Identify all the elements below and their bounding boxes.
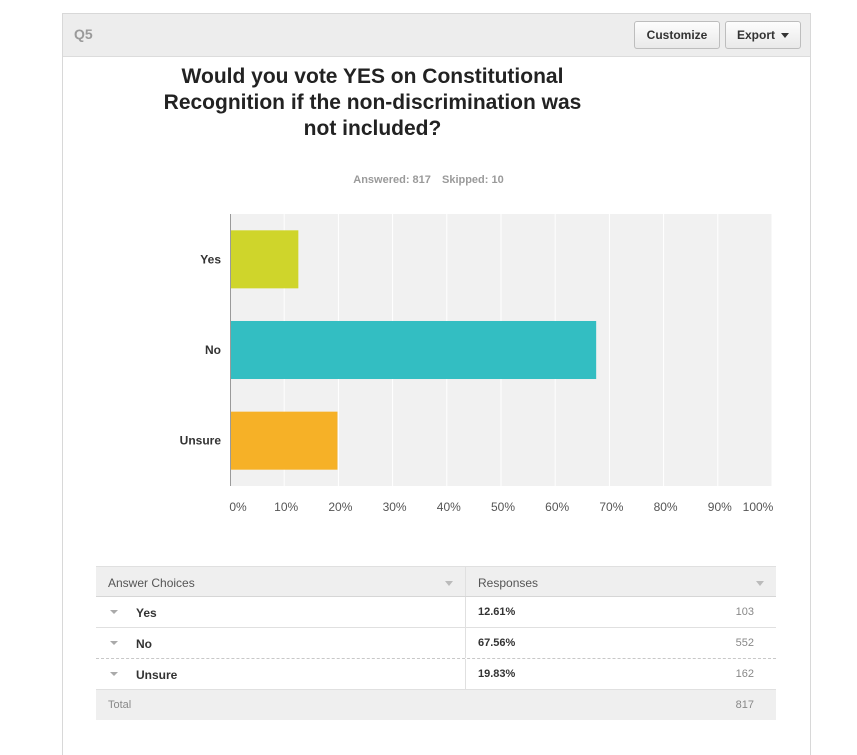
response-cell: 67.56% 552 (466, 628, 776, 658)
responses-header[interactable]: Responses (466, 567, 776, 596)
response-cell: 19.83% 162 (466, 659, 776, 689)
choice-label: Unsure (136, 668, 178, 682)
bar (231, 320, 597, 380)
expand-caret-icon[interactable] (110, 610, 118, 614)
export-button[interactable]: Export (725, 21, 801, 49)
customize-label: Customize (646, 28, 708, 42)
question-title-line: Recognition if the non-discrimination wa… (163, 91, 582, 114)
response-stats: Answered: 817 Skipped: 10 (0, 174, 857, 186)
question-title-line: not included? (303, 117, 442, 140)
choice-cell: Yes (96, 597, 466, 627)
response-percent: 12.61% (478, 606, 516, 618)
x-tick-label: 50% (491, 500, 515, 514)
skipped-count: Skipped: 10 (441, 174, 504, 186)
table-row: No 67.56% 552 (96, 628, 776, 659)
response-percent: 67.56% (478, 637, 516, 649)
expand-caret-icon[interactable] (110, 641, 118, 645)
response-count: 103 (735, 606, 754, 618)
export-label: Export (736, 28, 775, 42)
response-cell: 12.61% 103 (466, 597, 776, 627)
table-header-row: Answer Choices Responses (96, 566, 776, 597)
sort-caret-icon[interactable] (756, 581, 764, 586)
answer-choices-header[interactable]: Answer Choices (96, 567, 466, 596)
answer-choices-header-label: Answer Choices (108, 576, 195, 590)
question-number: Q5 (74, 26, 93, 42)
total-count: 817 (735, 699, 754, 711)
choice-cell: Unsure (96, 659, 466, 689)
bar (231, 230, 299, 289)
table-row: Unsure 19.83% 162 (96, 659, 776, 690)
category-label: Yes (200, 252, 221, 266)
response-percent: 19.83% (478, 668, 516, 680)
table-row: Yes 12.61% 103 (96, 597, 776, 628)
x-tick-label: 70% (599, 500, 623, 514)
response-count: 552 (735, 637, 754, 649)
question-title: Would you vote YES on Constitutional Rec… (100, 64, 645, 142)
choice-label: Yes (136, 606, 157, 620)
table-total-row: Total 817 (96, 690, 776, 720)
total-label: Total (108, 699, 132, 711)
x-tick-label: 20% (328, 500, 352, 514)
category-label: Unsure (180, 434, 222, 448)
sort-caret-icon[interactable] (445, 581, 453, 586)
choice-label: No (136, 637, 152, 651)
panel-header: Q5 Customize Export (63, 14, 810, 57)
caret-down-icon (781, 32, 789, 38)
choice-cell: No (96, 628, 466, 658)
response-count: 162 (735, 668, 754, 680)
responses-table: Answer Choices Responses Yes 12.61% 103 … (96, 566, 776, 720)
question-title-line: Would you vote YES on Constitutional (181, 65, 564, 88)
expand-caret-icon[interactable] (110, 672, 118, 676)
answered-count: Answered: 817 (353, 174, 431, 186)
bar (231, 411, 338, 470)
x-tick-label: 40% (437, 500, 461, 514)
responses-header-label: Responses (478, 576, 539, 590)
customize-button[interactable]: Customize (634, 21, 720, 49)
x-tick-label: 80% (654, 500, 678, 514)
x-tick-label: 0% (229, 500, 247, 514)
x-tick-label: 90% (708, 500, 732, 514)
x-tick-label: 60% (545, 500, 569, 514)
x-tick-label: 100% (743, 500, 774, 514)
category-label: No (205, 343, 221, 357)
x-tick-label: 30% (383, 500, 407, 514)
bar-chart: 0% 10% 20% 30% 40% 50% 60% 70% 80% 90% 100% Yes No Un… (180, 214, 774, 514)
x-tick-label: 10% (274, 500, 298, 514)
